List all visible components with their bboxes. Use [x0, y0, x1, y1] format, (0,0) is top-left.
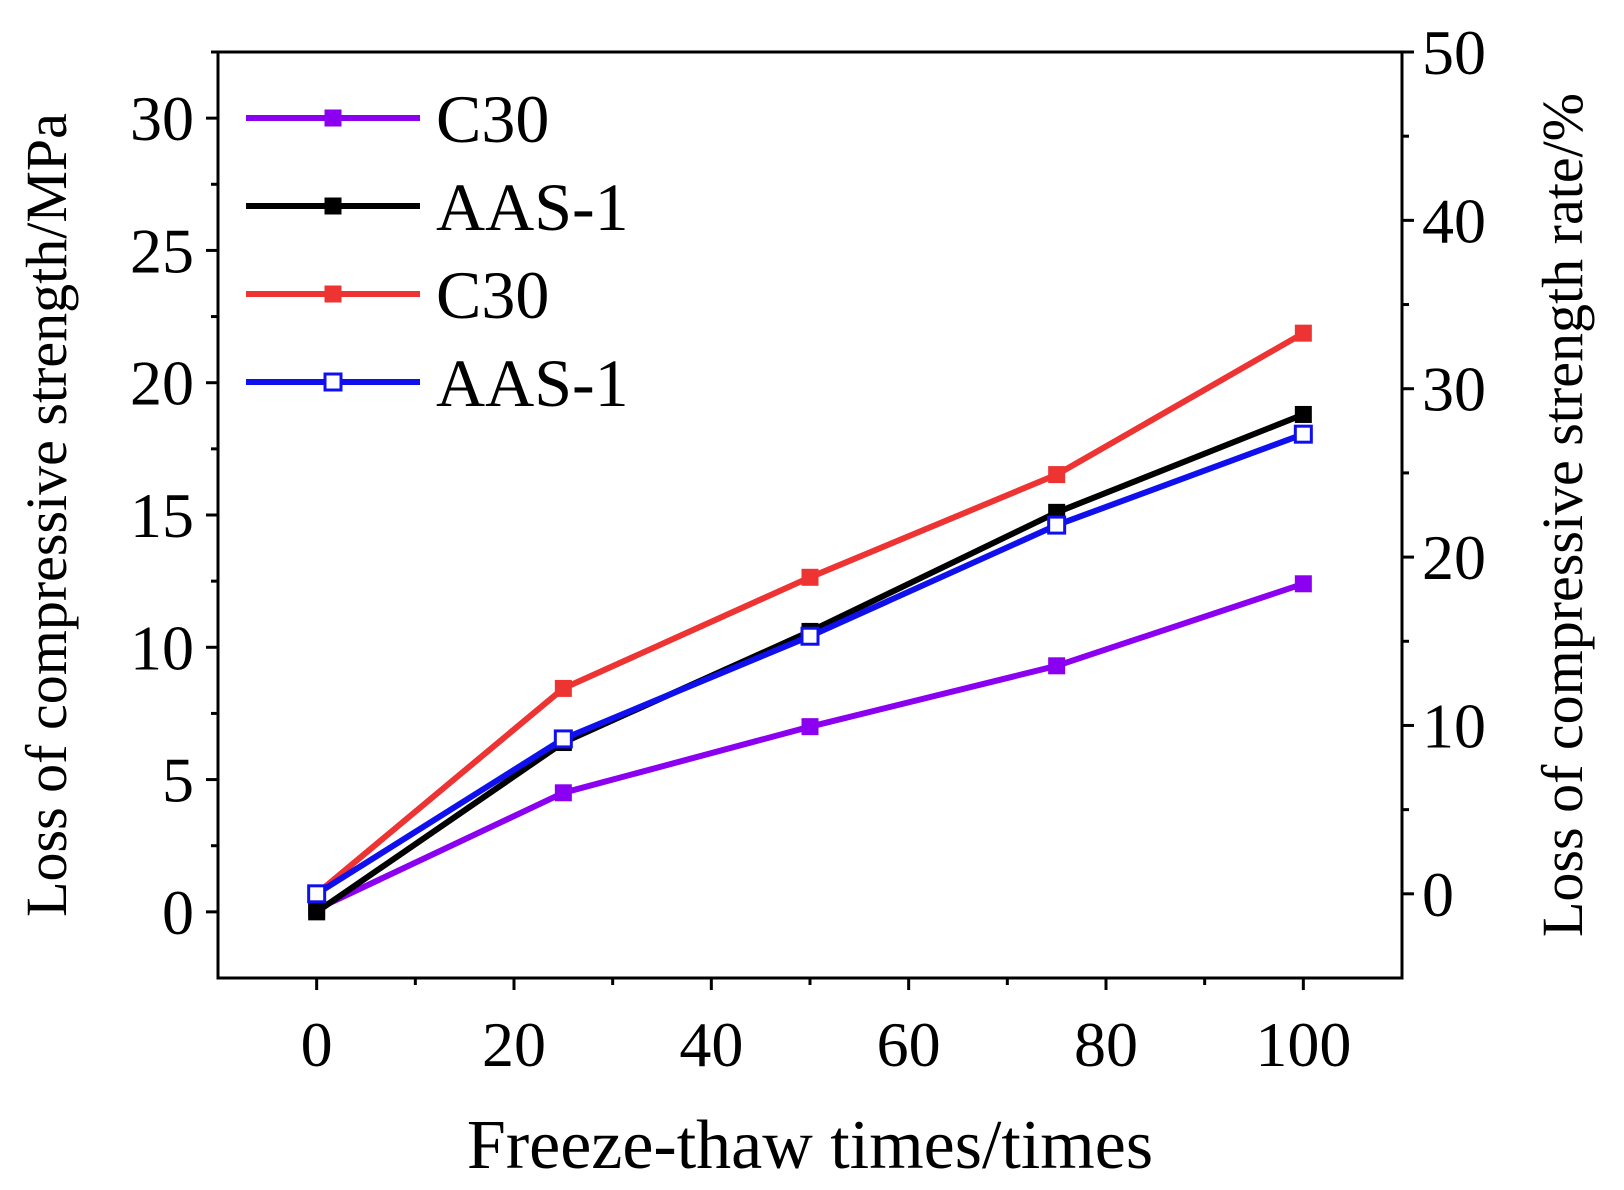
axes: 0 20 40 60 80 100 0 5 10 15 20 25 30 0 10 20 30 40 50 Freez…: [14, 17, 1595, 1184]
series-0-point-1: [554, 784, 572, 802]
series-3-point-4: [1293, 424, 1313, 444]
x-tick-label-4: 80: [1074, 1009, 1138, 1080]
x-tick-label-1: 20: [482, 1009, 546, 1080]
legend-swatch-marker-0: [324, 109, 342, 127]
series-2-point-2: [801, 568, 819, 586]
plot-frame: [216, 50, 1404, 980]
series-2-point-3: [1048, 466, 1066, 484]
plot-content: [307, 324, 1313, 921]
y2-tick-label-5: 50: [1422, 17, 1486, 88]
y-axis-title: Loss of compressive strength/MPa: [14, 113, 79, 917]
x-tick-label-0: 0: [301, 1009, 333, 1080]
series-2-point-1: [554, 679, 572, 697]
x-tick-label-2: 40: [679, 1009, 743, 1080]
legend-swatch-marker-1: [324, 197, 342, 215]
x-tick-label-3: 60: [877, 1009, 941, 1080]
series-0-point-3: [1048, 657, 1066, 675]
y2-tick-label-1: 10: [1422, 690, 1486, 761]
y-tick-label-2: 10: [130, 612, 194, 683]
series-0-point-4: [1294, 575, 1312, 593]
y-tick-label-6: 30: [130, 83, 194, 154]
legend: C30 AAS-1 C30 AAS-1: [246, 81, 629, 421]
y-tick-label-0: 0: [162, 877, 194, 948]
x-tick-label-5: 100: [1255, 1009, 1351, 1080]
y2-tick-label-2: 20: [1422, 522, 1486, 593]
y-tick-label-4: 20: [130, 348, 194, 419]
series-3-point-2: [800, 626, 820, 646]
series-3-point-3: [1047, 515, 1067, 535]
y-tick-label-5: 25: [130, 215, 194, 286]
y2-tick-label-0: 0: [1422, 859, 1454, 930]
legend-label-3: AAS-1: [436, 345, 629, 421]
series-1-point-4: [1294, 405, 1312, 423]
x-axis-title: Freeze-thaw times/times: [467, 1107, 1153, 1184]
series-1-point-0: [308, 903, 326, 921]
legend-swatch-marker-3: [323, 372, 343, 392]
series-3-point-1: [553, 729, 573, 749]
series-2-point-4: [1294, 324, 1312, 342]
legend-swatch-marker-2: [324, 285, 342, 303]
series-3-point-0: [307, 884, 327, 904]
series-line-3: [315, 431, 1305, 897]
series-0-point-2: [801, 718, 819, 736]
y2-tick-label-4: 40: [1422, 185, 1486, 256]
legend-label-1: AAS-1: [436, 169, 629, 245]
legend-label-2: C30: [436, 257, 549, 333]
y2-axis-title: Loss of compressive strength rate/%: [1530, 93, 1595, 937]
y-tick-label-1: 5: [162, 745, 194, 816]
legend-label-0: C30: [436, 81, 549, 157]
y-tick-label-3: 15: [130, 480, 194, 551]
y2-tick-label-3: 30: [1422, 354, 1486, 425]
